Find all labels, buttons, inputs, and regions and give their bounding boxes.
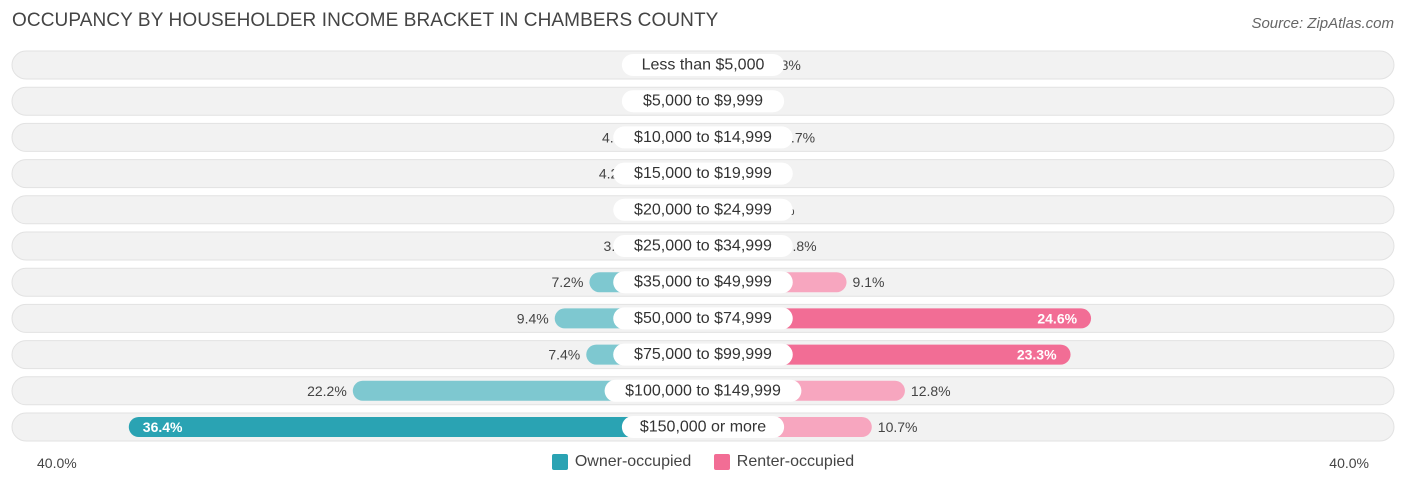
label-renter: 24.6% xyxy=(1037,310,1077,326)
legend-item-renter[interactable]: Renter-occupied xyxy=(713,453,855,471)
legend-item-owner[interactable]: Owner-occupied xyxy=(551,453,692,471)
category-pill xyxy=(613,126,793,149)
legend-label-renter: Renter-occupied xyxy=(736,453,855,470)
category-label: Less than $5,000 xyxy=(642,57,765,74)
category-label: $35,000 to $49,999 xyxy=(634,274,772,291)
legend-swatch-owner xyxy=(551,454,568,470)
legend-swatch-renter xyxy=(713,454,730,470)
category-pill xyxy=(621,90,785,113)
axis-left-label: 40.0% xyxy=(37,455,77,471)
label-owner: 7.4% xyxy=(548,347,580,363)
category-label: $5,000 to $9,999 xyxy=(643,93,763,110)
label-owner: 22.2% xyxy=(307,383,347,399)
bar-renter xyxy=(703,308,1092,329)
label-renter: 9.1% xyxy=(853,274,885,290)
axis-right-label: 40.0% xyxy=(1329,455,1369,471)
category-pill xyxy=(604,379,802,402)
chart-title: OCCUPANCY BY HOUSEHOLDER INCOME BRACKET … xyxy=(12,10,719,31)
label-renter: 10.7% xyxy=(878,419,918,435)
label-renter: 23.3% xyxy=(1017,347,1057,363)
label-owner: 7.2% xyxy=(551,274,583,290)
category-label: $50,000 to $74,999 xyxy=(634,310,772,327)
legend-label-owner: Owner-occupied xyxy=(574,453,692,470)
chart-source: Source: ZipAtlas.com xyxy=(1251,15,1394,32)
diverging-bar-chart: 1.6%3.8%Less than $5,0001.6%0.55%$5,000 … xyxy=(11,50,1395,442)
category-pill xyxy=(613,307,793,330)
category-label: $10,000 to $14,999 xyxy=(634,129,772,146)
label-renter: 12.8% xyxy=(911,383,951,399)
category-label: $100,000 to $149,999 xyxy=(625,382,781,399)
category-pill xyxy=(613,271,793,294)
label-owner: 9.4% xyxy=(517,310,549,326)
legend: Owner-occupied Renter-occupied xyxy=(0,453,1406,475)
category-label: $20,000 to $24,999 xyxy=(634,201,772,218)
bar-renter xyxy=(703,344,1071,365)
category-label: $150,000 or more xyxy=(640,419,766,436)
category-label: $75,000 to $99,999 xyxy=(634,346,772,363)
category-pill xyxy=(613,162,793,185)
category-pill xyxy=(613,198,793,221)
label-renter: 4.8% xyxy=(785,238,817,254)
category-pill xyxy=(613,235,793,257)
bar-owner xyxy=(128,417,704,437)
category-pill xyxy=(621,54,785,76)
category-pill xyxy=(621,416,785,438)
category-label: $15,000 to $19,999 xyxy=(634,165,772,182)
category-pill xyxy=(613,343,793,366)
label-owner: 36.4% xyxy=(143,419,183,435)
category-label: $25,000 to $34,999 xyxy=(634,238,772,255)
